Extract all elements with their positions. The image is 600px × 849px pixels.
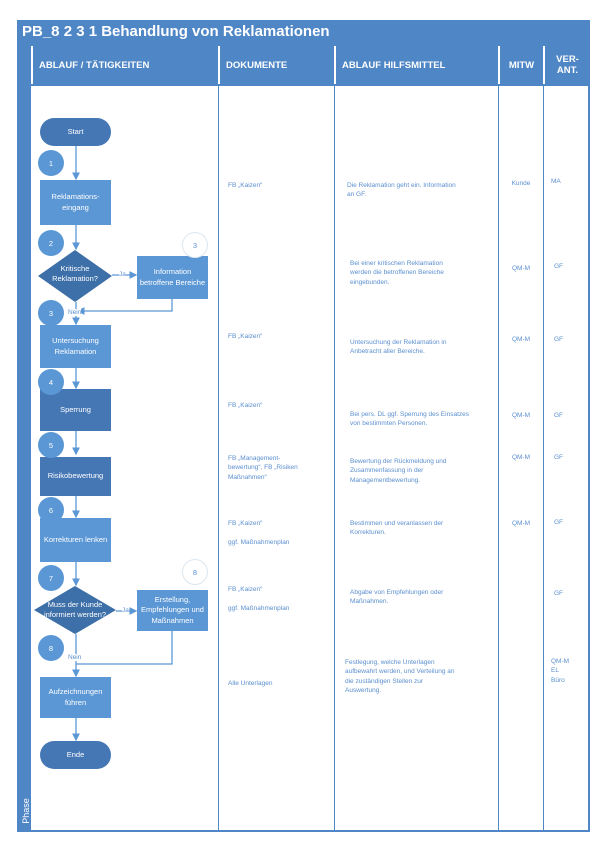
decision-diamond	[34, 586, 116, 634]
col-hilfsmittel: ABLAUF HILFSMITTEL	[334, 46, 498, 84]
yes-label: Ja	[119, 271, 126, 278]
verant-cell: GF	[554, 519, 564, 526]
verant-cell: GF	[554, 590, 564, 597]
page-title: PB_8 2 3 1 Behandlung von Reklamationen	[17, 20, 590, 46]
doc-cell: FB „Kaizen“	[228, 402, 263, 409]
divider	[218, 84, 219, 832]
doc-cell: FB „Kaizen“	[228, 182, 263, 189]
mitw-cell: Kunde	[511, 180, 531, 187]
verant-cell: GF	[554, 336, 564, 343]
divider	[498, 84, 499, 832]
divider	[334, 84, 335, 832]
desc-cell: Bestimmen und veranlassen der Korrekture…	[350, 520, 444, 537]
doc-cell: FB „Kaizen“ ggf. Maßnahmenplan	[228, 520, 290, 546]
side-step-number: 3	[182, 232, 208, 258]
desc-cell: Bei pers. DL ggf. Sperrung des Einsatzes…	[350, 411, 469, 428]
step-reklamationseingang: Reklamations- eingang	[40, 180, 111, 225]
doc-cell: FB „Kaizen“	[228, 333, 263, 340]
step-risikobewertung: Risikobewertung	[40, 457, 111, 496]
verant-cell: GF	[554, 263, 564, 270]
side-information-bereiche: Information betroffene Bereiche	[137, 256, 208, 299]
mitw-cell: QM-M	[511, 336, 531, 343]
step-number: 6	[38, 497, 64, 523]
verant-cell: GF	[554, 454, 564, 461]
doc-cell: FB „Kaizen“ ggf. Maßnahmenplan	[228, 586, 290, 612]
mitw-cell: QM-M	[511, 520, 531, 527]
arrow	[76, 299, 173, 315]
col-dokumente: DOKUMENTE	[218, 46, 334, 84]
decision-diamond	[38, 250, 112, 302]
mitw-cell: QM-M	[511, 412, 531, 419]
col-mitw: MITW	[498, 46, 543, 84]
mitw-cell: QM-M	[511, 454, 531, 461]
side-step-number: 8	[182, 559, 208, 585]
step-korrekturen: Korrekturen lenken	[40, 518, 111, 562]
no-label: Nein	[68, 309, 82, 316]
end-terminal: Ende	[40, 741, 111, 769]
doc-cell: Alle Unterlagen	[228, 680, 273, 687]
arrow	[76, 631, 173, 665]
no-label: Nein	[68, 654, 82, 661]
desc-cell: Abgabe von Empfehlungen oder Maßnahmen.	[350, 589, 444, 606]
step-number: 1	[38, 150, 64, 176]
verant-cell: GF	[554, 412, 564, 419]
doc-cell: FB „Management- bewertung“, FB „Risiken …	[228, 455, 298, 481]
col-verant: VER- ANT.	[543, 46, 590, 84]
step-number: 7	[38, 565, 64, 591]
step-sperrung: Sperrung	[40, 389, 111, 431]
mitw-cell: QM-M	[511, 265, 531, 272]
column-header-row: ABLAUF / TÄTIGKEITEN DOKUMENTE ABLAUF HI…	[17, 46, 590, 84]
desc-cell: Festlegung, welche Unterlagen aufbewahrt…	[345, 659, 455, 695]
desc-cell: Untersuchung der Reklamation in Anbetrac…	[350, 339, 447, 356]
phase-column	[17, 84, 31, 832]
side-erstellung: Erstellung, Empfehlungen und Maßnahmen	[137, 590, 208, 631]
step-number: 3	[38, 300, 64, 326]
col-ablauf: ABLAUF / TÄTIGKEITEN	[31, 46, 218, 84]
step-number: 8	[38, 635, 64, 661]
step-untersuchung: Untersuchung Reklamation	[40, 325, 111, 368]
desc-cell: Bewertung der Rückmeldung und Zusammenfa…	[350, 458, 447, 484]
step-number: 5	[38, 432, 64, 458]
verant-cell: MA	[551, 178, 561, 185]
decision-kritisch: Kritische Reklamation?	[52, 264, 98, 284]
step-number: 4	[38, 369, 64, 395]
verant-cell: QM-M EL Büro	[551, 658, 570, 684]
start-terminal: Start	[40, 118, 111, 146]
yes-label: Ja	[122, 607, 129, 614]
step-aufzeichnungen: Aufzeichnungen führen	[40, 677, 111, 718]
table-body	[17, 84, 590, 832]
step-number: 2	[38, 230, 64, 256]
desc-cell: Bei einer kritischen Reklamation werden …	[350, 260, 444, 286]
decision-kunde: Muss der Kunde informiert werden?	[43, 600, 107, 620]
desc-cell: Die Reklamation geht ein. Information an…	[347, 182, 456, 199]
divider	[543, 84, 544, 832]
